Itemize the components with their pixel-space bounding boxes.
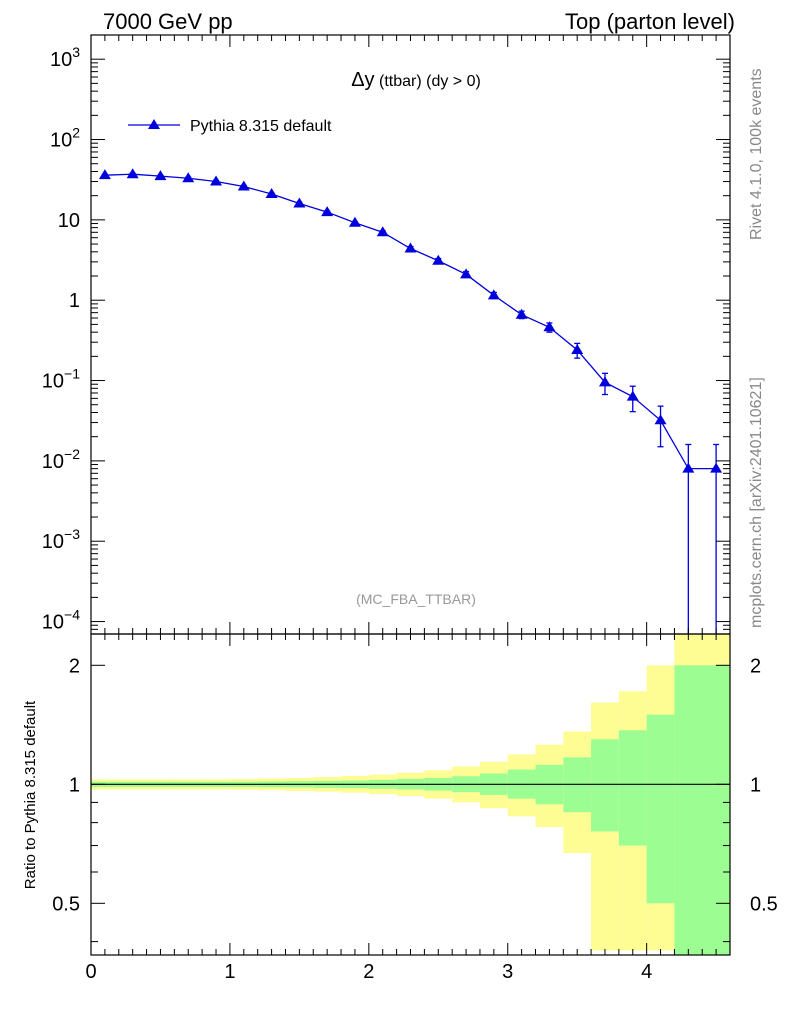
ratio-y-tick-label-right-0: 2	[750, 655, 761, 677]
main-y-tick-base-4: 10	[42, 371, 64, 393]
main-y-tick-exponent-5: −2	[64, 446, 80, 462]
chart-title: Δy (ttbar) (dy > 0)	[351, 69, 481, 91]
main-y-tick-label-5: 10−2	[42, 446, 80, 473]
ratio-inner-band-19	[618, 730, 647, 846]
data-point-14	[487, 289, 500, 300]
x-tick-label-3: 3	[502, 961, 513, 983]
data-point-13	[460, 268, 473, 279]
data-point-6	[265, 187, 278, 198]
data-point-18	[598, 376, 611, 387]
data-point-7	[293, 197, 306, 208]
data-point-19	[626, 390, 639, 401]
main-series	[98, 168, 723, 634]
main-y-tick-exponent-4: −1	[64, 366, 80, 382]
main-y-tick-base-6: 10	[42, 531, 64, 553]
main-panel-frame	[90, 34, 731, 635]
main-y-tick-exponent-6: −3	[64, 526, 80, 542]
ratio-inner-band-20	[646, 714, 675, 904]
ratio-y-axis-label: Ratio to Pythia 8.315 default	[22, 700, 39, 889]
x-tick-label-0: 0	[85, 961, 96, 983]
main-y-tick-label-4: 10−1	[42, 366, 80, 393]
mcplots-credit-label: mcplots.cern.ch [arXiv:2401.10621]	[748, 377, 765, 628]
x-tick-label-2: 2	[363, 961, 374, 983]
data-point-20	[654, 414, 667, 425]
header-right-label: Top (parton level)	[565, 9, 735, 34]
main-y-tick-label-7: 10−4	[42, 607, 80, 634]
main-y-tick-base-1: 10	[50, 130, 72, 152]
x-tick-label-1: 1	[224, 961, 235, 983]
ratio-inner-band-18	[591, 739, 619, 832]
main-y-tick-base-2: 10	[58, 210, 80, 232]
main-y-tick-label-2: 10	[58, 210, 80, 232]
legend-label: Pythia 8.315 default	[190, 118, 332, 135]
ratio-y-tick-label-left-2: 0.5	[52, 893, 80, 915]
data-point-2	[154, 170, 167, 181]
series-line	[104, 173, 717, 470]
main-y-tick-label-0: 103	[50, 44, 80, 71]
data-point-0	[98, 169, 111, 180]
data-point-1	[126, 168, 139, 179]
data-point-11	[404, 242, 417, 253]
data-point-12	[432, 254, 445, 265]
data-point-10	[376, 226, 389, 237]
chart-title-text: (ttbar) (dy > 0)	[375, 73, 481, 90]
x-tick-label-4: 4	[641, 961, 652, 983]
main-y-tick-base-5: 10	[42, 451, 64, 473]
data-point-3	[182, 172, 195, 183]
data-point-5	[237, 180, 250, 191]
header-left-label: 7000 GeV pp	[103, 9, 233, 34]
main-y-tick-base-0: 10	[50, 49, 72, 71]
rivet-version-label: Rivet 4.1.0, 100k events	[748, 68, 765, 240]
data-point-15	[515, 308, 528, 319]
ratio-y-tick-label-right-1: 1	[750, 774, 761, 796]
main-y-tick-exponent-0: 3	[72, 44, 80, 60]
main-y-tick-base-7: 10	[42, 612, 64, 634]
ratio-bands	[91, 634, 730, 955]
main-y-tick-base-3: 1	[69, 290, 80, 312]
chart-title-symbol: Δy	[351, 69, 374, 91]
main-y-tick-label-3: 1	[69, 290, 80, 312]
data-point-9	[348, 216, 361, 227]
data-point-16	[543, 321, 556, 332]
data-point-4	[210, 175, 223, 186]
data-point-17	[571, 343, 584, 354]
main-y-tick-exponent-7: −4	[64, 607, 80, 623]
data-point-22	[710, 462, 723, 473]
main-y-tick-label-6: 10−3	[42, 526, 80, 553]
analysis-tag: (MC_FBA_TTBAR)	[356, 591, 476, 607]
ratio-y-tick-label-left-1: 1	[69, 774, 80, 796]
main-y-tick-exponent-1: 2	[72, 125, 80, 141]
data-point-21	[682, 462, 695, 473]
legend: Pythia 8.315 default	[128, 118, 332, 135]
ratio-y-tick-label-left-0: 2	[69, 655, 80, 677]
ratio-y-tick-label-right-2: 0.5	[750, 893, 778, 915]
legend-marker	[148, 119, 160, 129]
main-y-tick-label-1: 102	[50, 125, 80, 152]
ratio-inner-band-21	[674, 665, 730, 955]
data-point-8	[321, 206, 334, 217]
